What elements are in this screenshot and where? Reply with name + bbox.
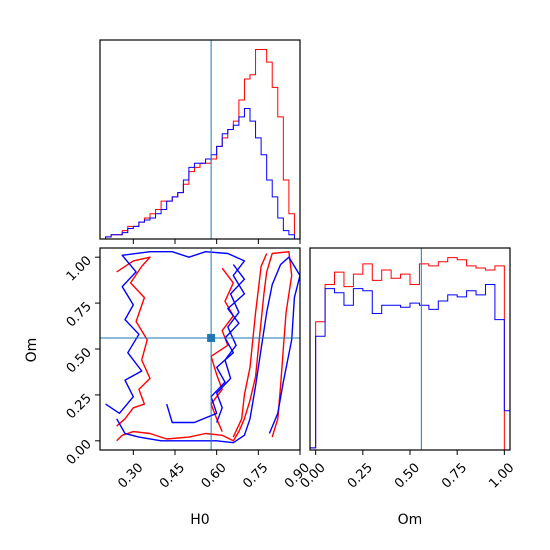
om-y-tick-label: 0.50 [64,345,95,376]
om-x-axis-label: Om [398,512,423,528]
contour-red-2 [232,253,268,438]
joint-contour-panel: 0.30 0.45 0.60 0.75 0.90 0.000.250.500.751.0… [24,239,313,528]
h0-histogram-blue-series [100,107,300,239]
contour-red-1 [116,251,293,442]
contour-red-3 [116,256,151,427]
om-y-axis-label: Om [24,338,40,363]
h0-x-tick-label: 0.75 [240,460,271,491]
h0-histogram-red-series [100,48,300,239]
h0-x-tick-label: 0.45 [157,460,188,491]
om-y-tick-label: 0.00 [64,437,95,468]
om-x-tick-label: 0.50 [392,460,423,491]
om-y-tick-label: 0.25 [64,391,95,422]
h0-x-tick-label: 0.60 [199,460,230,491]
joint-truth-marker [207,333,216,342]
contour-blue-6 [105,251,246,424]
h0-x-tick-label: 0.30 [115,460,146,491]
om-y-tick-label: 1.00 [64,253,95,284]
om-histogram-red-series [310,257,510,450]
contour-red-4 [210,267,234,432]
h0-histogram-frame [99,39,301,240]
contour-blue-7 [216,264,246,423]
h0-axis-label: H0 [190,512,209,528]
om-histogram-blue-series [310,284,510,450]
h0-histogram-panel [99,39,301,240]
om-x-tick-label: 0.75 [439,460,470,491]
om-y-tick-label: 0.75 [64,299,95,330]
om-histogram-panel: 0.00 0.25 0.50 0.75 1.00 Om [298,247,517,528]
om-x-tick-label: 0.25 [345,460,376,491]
contour-blue-5 [116,256,300,444]
om-x-tick-label: 1.00 [486,460,517,491]
